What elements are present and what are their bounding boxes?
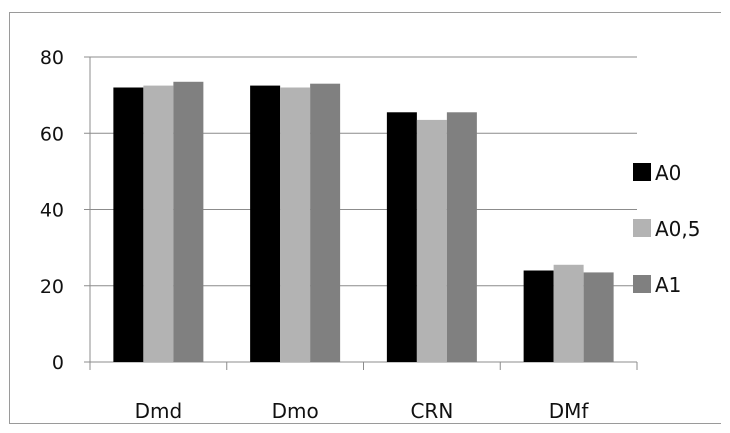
bars — [113, 81, 614, 362]
legend-label-a1: A1 — [655, 273, 681, 297]
bar-dmo-a1 — [310, 83, 341, 362]
bar-dmo-a0 — [250, 85, 281, 362]
legend-swatch-a1 — [633, 275, 651, 293]
x-category-label-dmd: Dmd — [135, 399, 183, 423]
bar-crn-a0-5 — [416, 119, 447, 362]
x-category-label-crn: CRN — [410, 399, 453, 423]
x-category-label-dmf: DMf — [549, 399, 590, 423]
bar-crn-a1 — [446, 112, 477, 362]
y-tick-label-80: 80 — [40, 47, 64, 69]
legend-label-a0: A0 — [655, 161, 681, 185]
bar-dmf-a0-5 — [553, 264, 584, 362]
legend: A0 A0,5 A1 — [633, 161, 701, 297]
bar-dmf-a0 — [523, 270, 554, 362]
legend-swatch-a0 — [633, 163, 651, 181]
bar-dmf-a1 — [583, 272, 614, 362]
x-category-label-dmo: Dmo — [272, 399, 319, 423]
bar-dmd-a1 — [173, 81, 204, 362]
bar-dmo-a0-5 — [280, 87, 311, 362]
bar-crn-a0 — [386, 112, 417, 362]
legend-swatch-a0-5 — [633, 219, 651, 237]
y-tick-label-20: 20 — [40, 276, 64, 298]
bar-dmd-a0 — [113, 87, 144, 362]
chart-frame — [9, 12, 721, 424]
legend-label-a0-5: A0,5 — [655, 217, 701, 241]
y-tick-label-0: 0 — [52, 352, 64, 374]
labels: 0 20 40 60 80 Dmd Dmo CRN DMf — [40, 47, 590, 423]
y-tick-label-40: 40 — [40, 200, 64, 222]
bar-dmd-a0-5 — [143, 85, 174, 362]
y-tick-label-60: 60 — [40, 123, 64, 145]
